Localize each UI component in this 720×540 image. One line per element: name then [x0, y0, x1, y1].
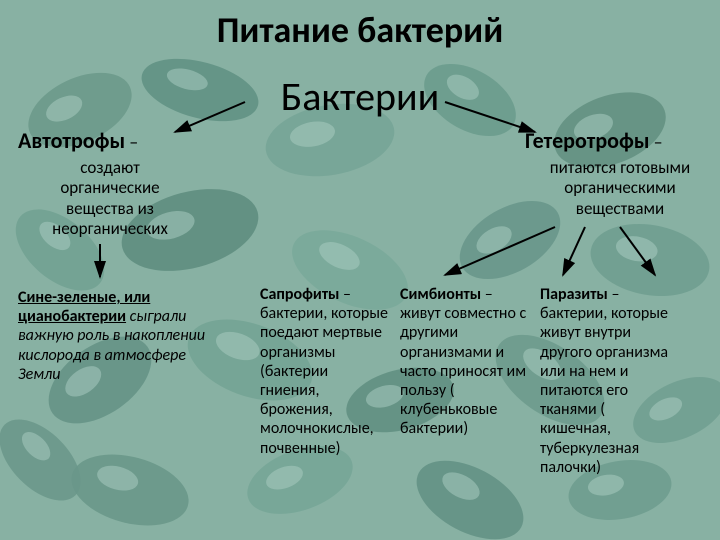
- arrow-to-cyanobacteria: [90, 242, 110, 282]
- center-concept: Бактерии: [281, 72, 440, 121]
- heterotrophs-desc: питаются готовыми органическими вещества…: [535, 158, 705, 219]
- heterotrophs-title: Гетеротрофы: [525, 127, 650, 154]
- parasites-desc: бактерии, которые живут внутри другого о…: [540, 304, 668, 477]
- symbionts-block: Симбионты – живут совместно с другими ор…: [400, 285, 530, 439]
- saprophytes-desc: бактерии, которые поедают мертвые органи…: [260, 304, 388, 457]
- parasites-block: Паразиты – бактерии, которые живут внутр…: [540, 285, 670, 477]
- autotrophs-desc: создают органические вещества из неорган…: [35, 158, 185, 240]
- autotrophs-title: Автотрофы: [18, 127, 125, 154]
- heterotrophs-block: Гетеротрофы –: [525, 128, 715, 154]
- arrow-to-parasites: [610, 225, 670, 280]
- symbionts-desc: живут совместно с другими организмами и …: [400, 304, 526, 438]
- parasites-title: Паразиты: [540, 285, 608, 304]
- saprophytes-title: Сапрофиты: [260, 285, 339, 304]
- page-title: Питание бактерий: [0, 0, 720, 52]
- saprophytes-block: Сапрофиты – бактерии, которые поедают ме…: [260, 285, 390, 458]
- symbionts-title: Симбионты: [400, 285, 481, 304]
- autotrophs-block: Автотрофы –: [18, 128, 188, 154]
- cyanobacteria-block: Сине-зеленые, или цианобактерии сыграли …: [18, 288, 218, 384]
- arrow-to-saprophytes: [440, 225, 560, 280]
- arrow-to-symbionts: [555, 225, 595, 280]
